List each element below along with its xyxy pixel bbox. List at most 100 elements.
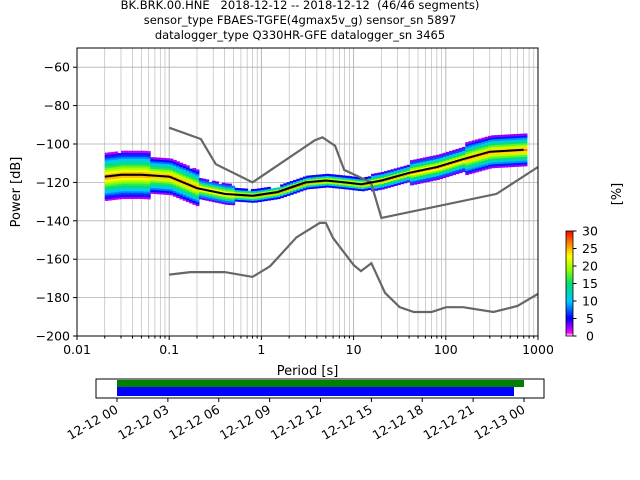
psd-cell	[231, 191, 236, 194]
psd-cell	[432, 159, 437, 162]
psd-cell	[185, 184, 190, 187]
psd-cell	[471, 163, 476, 166]
psd-cell	[202, 186, 206, 189]
psd-cell	[429, 179, 434, 182]
psd-cell	[176, 180, 180, 183]
psd-cell	[189, 199, 193, 202]
psd-cell	[507, 145, 512, 149]
psd-cell	[465, 147, 470, 151]
psd-cell	[341, 183, 346, 186]
psd-cell	[507, 134, 512, 137]
psd-cell	[111, 180, 115, 183]
psd-cell	[143, 179, 148, 182]
psd-cell	[117, 168, 122, 171]
psd-cell	[361, 179, 366, 182]
psd-cell	[358, 179, 362, 182]
psd-cell	[497, 159, 502, 163]
psd-cell	[117, 153, 122, 156]
psd-cell	[478, 138, 482, 141]
psd-cell	[189, 187, 193, 191]
psd-cell	[481, 137, 486, 140]
psd-cell	[192, 196, 197, 200]
psd-cell	[156, 161, 161, 164]
psd-cell	[192, 177, 197, 180]
psd-cell	[325, 175, 330, 178]
psd-cell	[419, 171, 424, 174]
psd-cell	[523, 135, 528, 138]
psd-cell	[208, 195, 213, 198]
psd-cell	[449, 173, 453, 177]
psd-cell	[471, 161, 476, 164]
psd-cell	[208, 199, 213, 202]
psd-cell	[108, 156, 112, 159]
psd-cell	[133, 183, 138, 186]
psd-cell	[513, 135, 518, 139]
psd-cell	[120, 185, 125, 188]
psd-cell	[254, 196, 258, 199]
psd-cell	[104, 183, 109, 186]
psd-cell	[153, 170, 158, 173]
psd-cell	[198, 183, 203, 186]
psd-cell	[286, 182, 291, 185]
psd-cell	[341, 179, 346, 182]
psd-cell	[478, 146, 482, 149]
psd-cell	[172, 169, 177, 172]
psd-cell	[130, 156, 135, 159]
psd-cell	[260, 189, 265, 193]
psd-cell	[127, 169, 132, 173]
psd-cell	[302, 188, 307, 191]
psd-cell	[224, 200, 229, 203]
psd-cell	[354, 180, 359, 183]
psd-cell	[234, 191, 239, 194]
psd-cell	[393, 168, 398, 171]
psd-cell	[325, 173, 330, 177]
psd-cell	[159, 159, 164, 162]
psd-cell	[127, 187, 132, 190]
psd-cell	[172, 175, 177, 178]
psd-cell	[114, 187, 119, 191]
psd-cell	[497, 142, 502, 145]
psd-cell	[104, 187, 109, 190]
psd-cell	[130, 183, 135, 186]
psd-cell	[315, 176, 320, 179]
psd-cell	[319, 178, 323, 181]
psd-cell	[182, 185, 187, 188]
psd-cell	[179, 170, 184, 173]
psd-cell	[163, 186, 167, 190]
psd-cell	[335, 186, 340, 189]
psd-cell	[345, 175, 349, 178]
psd-cell	[195, 178, 200, 182]
psd-cell	[513, 145, 518, 148]
psd-cell	[513, 158, 518, 162]
psd-cell	[254, 200, 258, 203]
coverage-tick-label: 12-13 00	[471, 402, 527, 443]
psd-cell	[491, 142, 495, 146]
psd-cell	[143, 154, 148, 157]
psd-cell	[166, 162, 171, 165]
psd-cell	[520, 139, 525, 142]
psd-cell	[140, 171, 145, 175]
psd-cell	[520, 135, 525, 138]
psd-cell	[374, 184, 379, 187]
psd-cell	[491, 158, 495, 161]
psd-cell	[325, 183, 330, 186]
psd-cell	[413, 167, 418, 170]
psd-cell	[507, 138, 512, 141]
psd-cell	[221, 190, 226, 193]
psd-cell	[163, 190, 167, 193]
psd-cell	[159, 182, 164, 185]
psd-cell	[127, 175, 132, 178]
psd-cell	[114, 163, 119, 166]
psd-cell	[432, 176, 437, 179]
psd-cell	[169, 158, 174, 161]
psd-cell	[176, 192, 180, 195]
psd-cell	[120, 177, 125, 180]
psd-cell	[452, 153, 457, 156]
psd-cell	[500, 144, 505, 147]
psd-cell	[143, 158, 148, 161]
psd-cell	[192, 189, 197, 192]
psd-cell	[114, 157, 119, 160]
psd-cell	[169, 187, 174, 190]
psd-cell	[153, 180, 158, 183]
